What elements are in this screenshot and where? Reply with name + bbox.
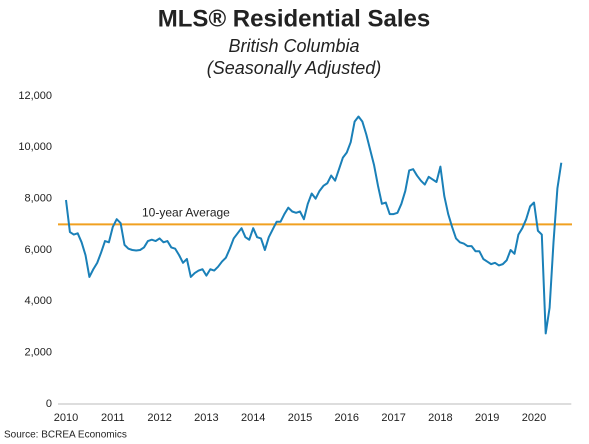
x-tick-label: 2011 [101, 412, 125, 424]
y-tick-label: 2,000 [24, 347, 52, 359]
x-tick-label: 2013 [194, 412, 218, 424]
x-tick-label: 2018 [428, 412, 452, 424]
y-tick-label: 6,000 [24, 244, 52, 256]
x-tick-label: 2020 [522, 412, 546, 424]
y-tick-label: 8,000 [24, 193, 52, 205]
source-note: Source: BCREA Economics [4, 430, 127, 441]
data-line [65, 115, 563, 335]
y-tick-label: 0 [46, 398, 52, 410]
y-tick-label: 4,000 [24, 295, 52, 307]
x-tick-label: 2014 [241, 412, 265, 424]
chart-title: MLS® Residential Sales [158, 5, 430, 32]
x-tick-label: 2016 [335, 412, 359, 424]
x-tick-label: 2019 [475, 412, 499, 424]
y-tick-label: 12,000 [18, 90, 52, 102]
chart-subtitle: (Seasonally Adjusted) [207, 58, 381, 78]
reference-label: 10-year Average [142, 206, 230, 220]
x-tick-label: 2012 [147, 412, 171, 424]
x-tick-label: 2017 [381, 412, 405, 424]
chart-subtitle: British Columbia [228, 36, 359, 56]
y-tick-label: 10,000 [18, 141, 52, 153]
x-tick-label: 2015 [288, 412, 312, 424]
x-tick-label: 2010 [54, 412, 78, 424]
